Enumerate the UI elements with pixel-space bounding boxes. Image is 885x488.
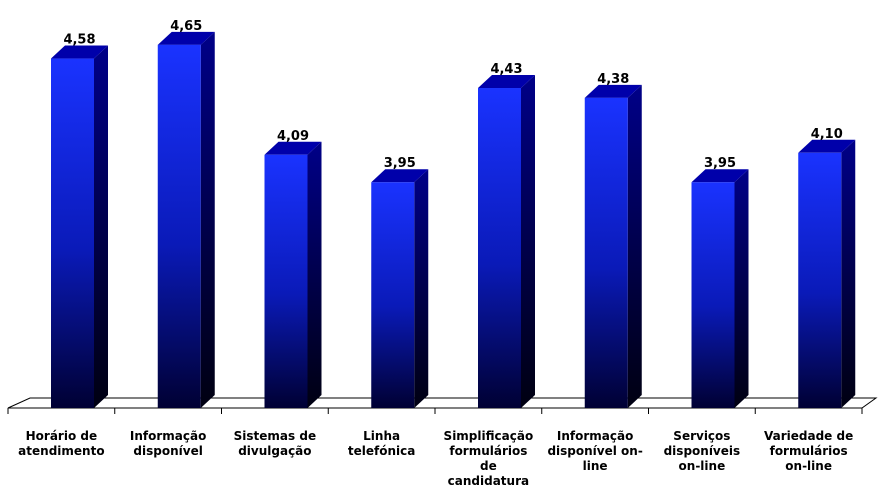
bars-group (51, 31, 856, 409)
category-label-line: Informação (130, 429, 206, 443)
value-label: 4,09 (277, 129, 309, 144)
category-label-line: de (480, 459, 497, 473)
category-label: Simplificação formulários de candidatura (444, 429, 534, 488)
category-label-line: Horário de (26, 429, 97, 443)
category-label-line: divulgação (238, 444, 311, 458)
bar-side (627, 84, 642, 409)
value-label: 3,95 (704, 156, 736, 171)
bar-top (798, 139, 856, 153)
chart-floor (7, 397, 878, 414)
category-label-line: disponíveis (664, 444, 741, 458)
category-label-line: Sistemas de (234, 429, 316, 443)
category-label-line: Linha (363, 429, 400, 443)
bar-side (94, 45, 108, 409)
bar-top (584, 84, 642, 98)
bar-side (521, 75, 535, 409)
category-label: Linha telefónica (348, 429, 415, 458)
bar-side (414, 169, 429, 408)
category-label: Variedade de formulários on-line (764, 429, 853, 473)
value-label: 4,58 (63, 33, 95, 48)
bar-top (157, 31, 215, 45)
bar-front (157, 44, 201, 408)
category-label: Sistemas de divulgação (234, 429, 316, 458)
category-label: Informação disponível on-line (547, 429, 642, 473)
bar-front (51, 58, 94, 409)
category-label-line: Informação (557, 429, 633, 443)
category-label-line: formulários (770, 444, 848, 458)
bar-side (734, 169, 749, 408)
category-label-line: telefónica (348, 444, 415, 458)
bar (371, 169, 429, 408)
category-label-line: formulários (449, 444, 527, 458)
category-label-line: on-line (679, 459, 726, 473)
bar-top (51, 45, 108, 59)
category-label-line: disponível on- (547, 444, 642, 458)
bar-side (841, 139, 856, 408)
bar-top (478, 75, 535, 89)
category-label-line: disponível (133, 444, 202, 458)
value-label: 4,65 (170, 19, 202, 34)
bar (157, 31, 215, 408)
bar (478, 75, 535, 409)
bar (584, 84, 642, 409)
bar-side (200, 31, 215, 408)
floor-plane (7, 397, 878, 409)
bar (264, 141, 322, 408)
value-label: 4,43 (490, 62, 522, 77)
category-label-line: Serviços (673, 429, 730, 443)
bar-top (264, 141, 322, 155)
category-label: Horário de atendimento (18, 429, 104, 458)
bar-top (371, 169, 429, 183)
bar-front (264, 154, 308, 408)
value-labels-group: 4,58 4,65 4,09 3,95 4,43 4,38 3,95 4,10 (63, 19, 842, 171)
bar-front (798, 152, 842, 408)
category-label-line: candidatura (448, 474, 529, 488)
bar (691, 169, 749, 408)
bar (51, 45, 108, 409)
category-label: Serviços disponíveis on-line (664, 429, 741, 473)
bar-front (584, 97, 628, 409)
bar-side (307, 141, 322, 408)
bar-front (478, 88, 521, 409)
bar-top (691, 169, 749, 183)
category-label-line: Simplificação (444, 429, 534, 443)
bar-front (691, 182, 735, 408)
category-label-line: line (583, 459, 608, 473)
value-label: 3,95 (384, 156, 416, 171)
category-label-line: Variedade de (764, 429, 853, 443)
bar-front (371, 182, 415, 408)
value-label: 4,10 (811, 127, 843, 142)
category-label-line: atendimento (18, 444, 104, 458)
value-label: 4,38 (597, 72, 629, 87)
bar (798, 139, 856, 408)
category-label: Informação disponível (130, 429, 206, 458)
category-label-line: on-line (785, 459, 832, 473)
